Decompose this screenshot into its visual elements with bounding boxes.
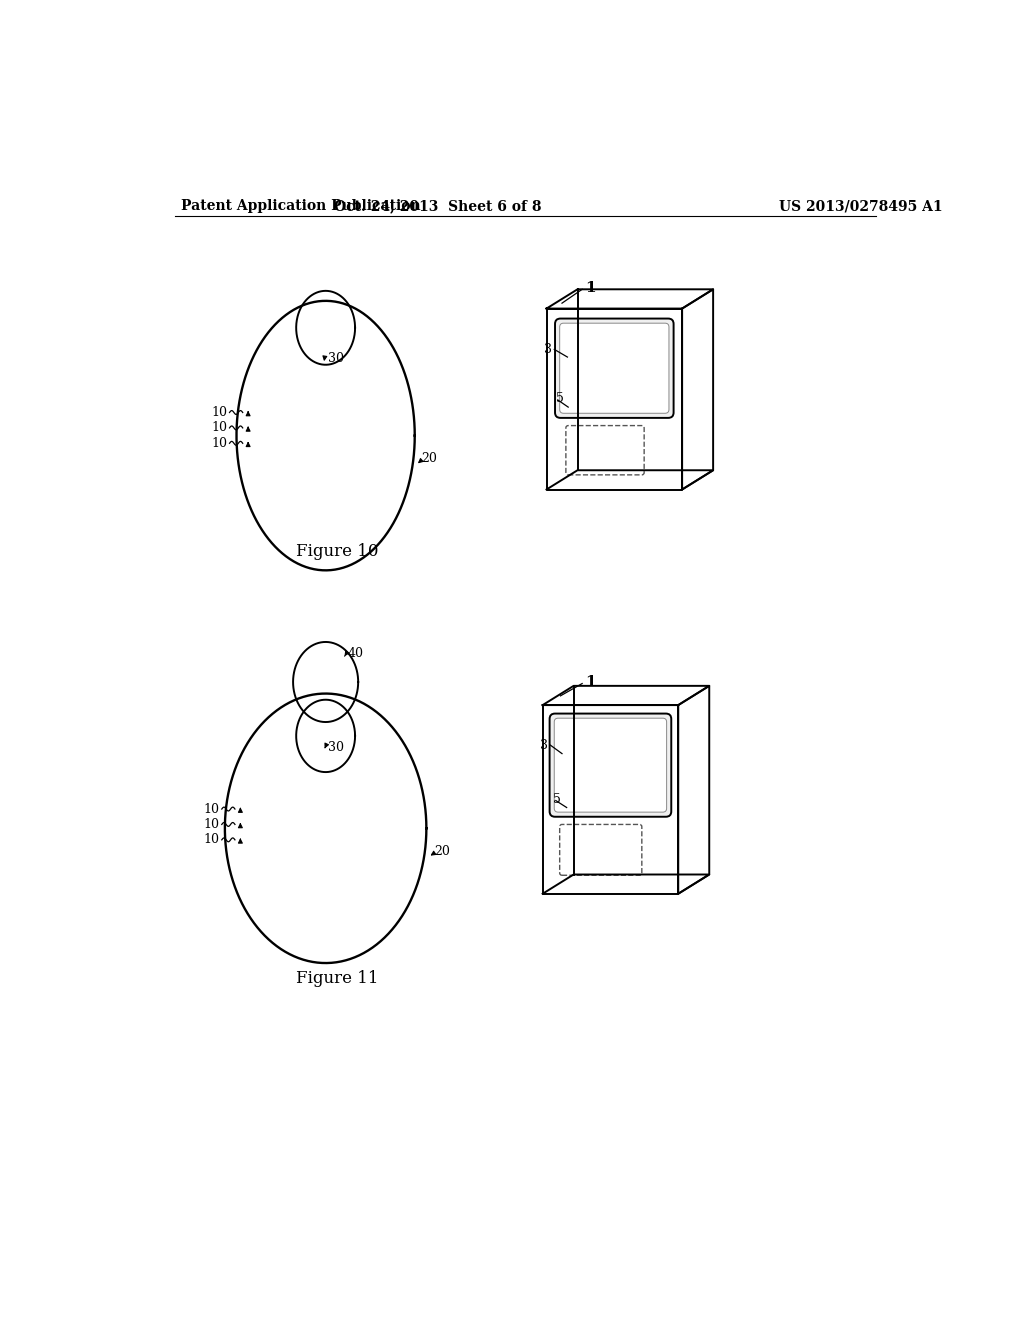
Text: 40: 40 <box>347 647 364 660</box>
FancyBboxPatch shape <box>560 825 642 875</box>
Text: 10: 10 <box>211 437 227 450</box>
FancyBboxPatch shape <box>550 714 672 817</box>
Text: US 2013/0278495 A1: US 2013/0278495 A1 <box>779 199 943 213</box>
FancyBboxPatch shape <box>560 323 669 413</box>
FancyBboxPatch shape <box>566 425 644 475</box>
Text: 10: 10 <box>211 407 227 418</box>
Text: Patent Application Publication: Patent Application Publication <box>180 199 420 213</box>
FancyBboxPatch shape <box>554 718 667 812</box>
Text: Figure 11: Figure 11 <box>296 970 379 987</box>
Text: 5: 5 <box>554 792 561 805</box>
Text: 1: 1 <box>586 675 596 689</box>
Text: 30: 30 <box>328 352 344 366</box>
Text: 10: 10 <box>211 421 227 434</box>
Text: 10: 10 <box>204 803 219 816</box>
Text: 5: 5 <box>556 392 563 405</box>
Text: 3: 3 <box>540 739 548 751</box>
Text: 10: 10 <box>204 833 219 846</box>
Text: Oct. 24, 2013  Sheet 6 of 8: Oct. 24, 2013 Sheet 6 of 8 <box>334 199 542 213</box>
Text: 10: 10 <box>204 818 219 832</box>
Text: 20: 20 <box>434 845 450 858</box>
Text: 20: 20 <box>421 453 437 465</box>
Text: 1: 1 <box>586 281 596 294</box>
Text: Figure 10: Figure 10 <box>296 543 379 560</box>
Text: 30: 30 <box>328 741 344 754</box>
FancyBboxPatch shape <box>555 318 674 418</box>
Text: 3: 3 <box>544 343 552 356</box>
